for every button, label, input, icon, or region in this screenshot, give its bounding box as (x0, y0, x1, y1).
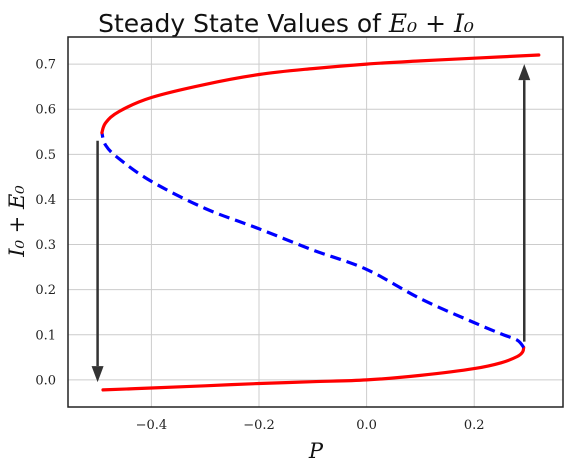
x-tick-label: 0.0 (356, 418, 377, 433)
chart-title: Steady State Values of E₀ + I₀ (98, 9, 474, 38)
y-tick-label: 0.5 (35, 148, 56, 163)
x-axis-label: P (308, 439, 324, 463)
x-tick-label: 0.2 (464, 418, 485, 433)
x-tick-label: −0.2 (243, 418, 275, 433)
y-tick-label: 0.7 (35, 58, 56, 73)
y-tick-labels: 0.0 0.1 0.2 0.3 0.4 0.5 0.6 0.7 (35, 58, 56, 389)
arrow-head (518, 64, 531, 81)
y-tick-label: 0.2 (35, 283, 56, 298)
arrow-group (91, 64, 531, 383)
transition-arrow (91, 140, 104, 383)
y-tick-label: 0.0 (35, 373, 56, 388)
y-tick-label: 0.6 (35, 103, 56, 118)
series-line-stable (101, 345, 526, 392)
y-axis-label: I₀ + E₀ (5, 185, 29, 258)
series-line-stable (100, 53, 541, 135)
arrow-head (91, 366, 104, 383)
chart-title-text: Steady State Values of (98, 9, 389, 38)
x-tick-label: −0.4 (136, 418, 168, 433)
series-group (100, 53, 541, 392)
y-tick-label: 0.1 (35, 328, 56, 343)
transition-arrow (518, 64, 531, 342)
y-tick-label: 0.4 (35, 193, 56, 208)
grid-lines (68, 37, 563, 407)
x-tick-labels: −0.4 −0.2 0.0 0.2 (136, 418, 485, 433)
series-line-unstable (100, 132, 525, 349)
y-tick-label: 0.3 (35, 238, 56, 253)
plot-frame (67, 36, 564, 408)
chart-title-math: E₀ + I₀ (388, 9, 474, 38)
